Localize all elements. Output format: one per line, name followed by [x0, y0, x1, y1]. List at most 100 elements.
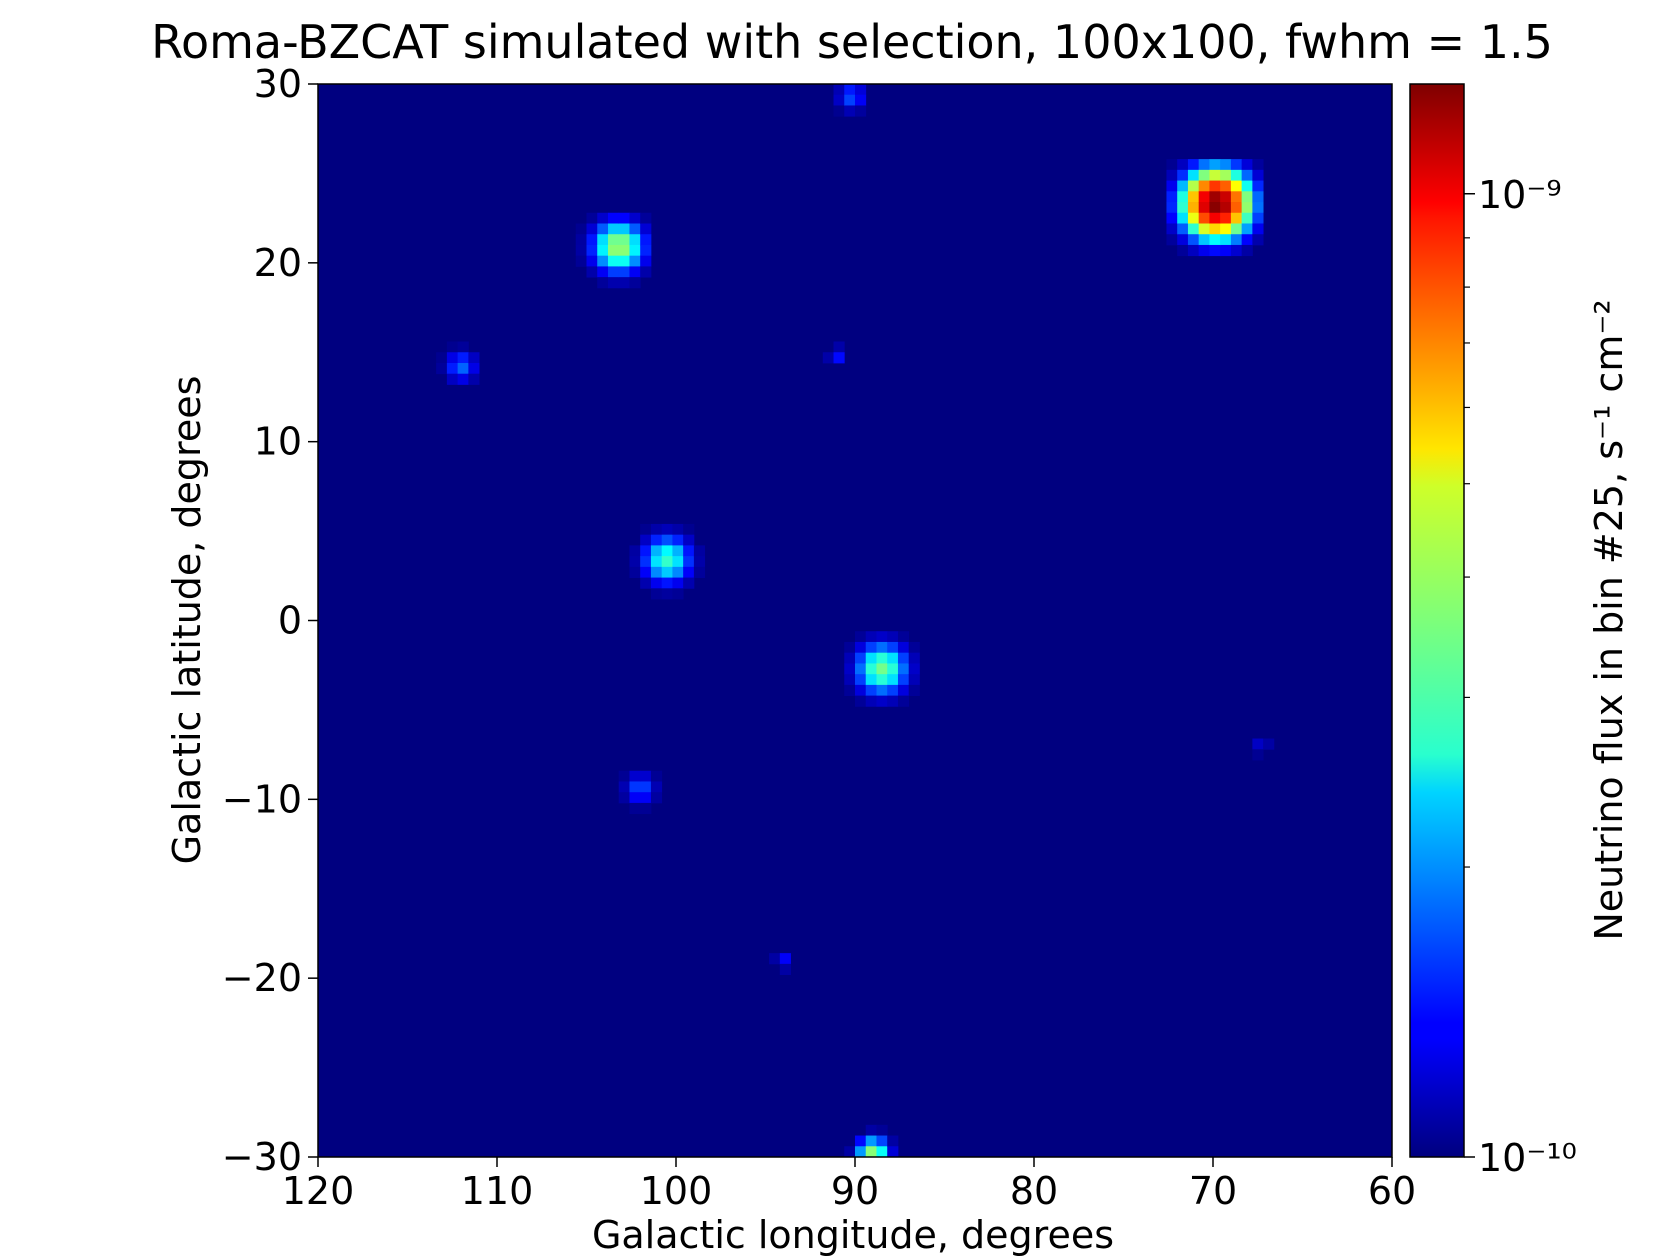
heatmap-cell — [855, 94, 867, 106]
heatmap-cell — [650, 566, 663, 578]
heatmap-cell — [1177, 202, 1189, 214]
heatmap-cell — [897, 684, 910, 697]
heatmap-cell — [844, 84, 856, 96]
heatmap-cell — [1230, 169, 1243, 181]
heatmap-cell — [607, 244, 620, 257]
heatmap-cell — [693, 566, 706, 578]
heatmap-cell — [844, 1146, 856, 1158]
heatmap-cell — [897, 695, 910, 707]
heatmap-cell — [607, 277, 620, 289]
heatmap-cell — [822, 352, 834, 364]
heatmap-cell — [1166, 180, 1178, 192]
heatmap-cell — [1241, 169, 1253, 181]
source-7 — [618, 770, 663, 815]
heatmap-cell — [1198, 212, 1210, 224]
heatmap-cell — [586, 212, 598, 224]
heatmap-cell — [844, 94, 856, 106]
heatmap-cell — [457, 373, 469, 385]
source-2 — [575, 212, 652, 289]
heatmap-cell — [887, 652, 899, 664]
colorbar-label: Neutrino flux in bin #25, s⁻¹ cm⁻² — [1587, 299, 1631, 940]
heatmap-cell — [779, 953, 791, 965]
heatmap-cell — [1230, 234, 1243, 246]
heatmap-cell — [436, 352, 448, 364]
heatmap-cell — [1252, 749, 1264, 761]
heatmap-cell — [1252, 738, 1264, 750]
heatmap-cell — [1252, 223, 1264, 235]
heatmap-cell — [586, 255, 598, 267]
heatmap-cell — [1252, 212, 1264, 224]
heatmap-cell — [1230, 159, 1243, 171]
heatmap-cell — [650, 770, 663, 782]
heatmap-cell — [672, 545, 684, 557]
heatmap-cell — [661, 588, 673, 600]
heatmap-cell — [618, 781, 630, 793]
heatmap-cell — [908, 641, 920, 654]
heatmap-cell — [1209, 191, 1221, 203]
heatmap-cell — [618, 234, 630, 246]
heatmap-cell — [640, 266, 652, 278]
heatmap-cell — [1166, 223, 1178, 235]
heatmap-cell — [1187, 223, 1200, 235]
heatmap-cell — [1166, 191, 1178, 203]
heatmap-cell — [887, 684, 899, 697]
heatmap-cell — [597, 277, 609, 289]
x-tick-label: 70 — [1189, 1169, 1237, 1213]
heatmap-cell — [887, 641, 899, 654]
heatmap-cell — [1220, 223, 1232, 235]
y-tick-label: −10 — [222, 777, 302, 821]
heatmap-cell — [1198, 191, 1210, 203]
heatmap-cell — [876, 695, 888, 707]
heatmap-cell — [640, 545, 652, 557]
source-5 — [844, 1124, 899, 1158]
heatmap-cell — [1177, 244, 1189, 257]
x-tick-label: 110 — [461, 1169, 534, 1213]
heatmap-cell — [855, 1135, 867, 1147]
heatmap-cell — [629, 223, 641, 235]
heatmap-cell — [640, 781, 652, 793]
heatmap-cell — [887, 674, 899, 686]
heatmap-cell — [650, 588, 663, 600]
heatmap-cell — [618, 770, 630, 782]
heatmap-cell — [468, 352, 480, 364]
heatmap-cell — [897, 652, 910, 664]
heatmap-background — [318, 84, 1392, 1157]
heatmap-cell — [618, 792, 630, 804]
heatmap-cell — [436, 362, 448, 375]
heatmap-cell — [650, 545, 663, 557]
heatmap-cell — [1166, 212, 1178, 224]
heatmap-cell — [629, 781, 641, 793]
heatmap-cell — [446, 362, 459, 375]
heatmap-cell — [650, 577, 663, 589]
heatmap-cell — [672, 588, 684, 600]
heatmap-cell — [683, 545, 695, 557]
heatmap-cell — [1209, 159, 1221, 171]
heatmap-cell — [672, 523, 684, 536]
heatmap-cell — [1230, 202, 1243, 214]
heatmap-cell — [446, 341, 459, 353]
heatmap-cell — [833, 352, 845, 364]
heatmap-cell — [855, 663, 867, 675]
y-tick-label: 10 — [254, 420, 302, 464]
heatmap-cell — [683, 566, 695, 578]
heatmap-cell — [1263, 738, 1275, 750]
heatmap-cell — [876, 1124, 888, 1136]
heatmap-cell — [618, 212, 630, 224]
heatmap-cell — [693, 545, 706, 557]
heatmap-cell — [1198, 234, 1210, 246]
heatmap-cell — [844, 641, 856, 654]
heatmap-cell — [1187, 180, 1200, 192]
heatmap-cell — [1241, 212, 1253, 224]
x-tick-label: 120 — [282, 1169, 355, 1213]
heatmap-cell — [1209, 202, 1221, 214]
heatmap-cell — [1209, 234, 1221, 246]
heatmap-cell — [597, 223, 609, 235]
heatmap-cell — [618, 255, 630, 267]
source-1 — [1166, 159, 1264, 257]
heatmap-cell — [640, 802, 652, 815]
heatmap-cell — [575, 244, 587, 257]
colorbar-axis: 10⁻⁹ 10⁻¹⁰ — [1464, 173, 1577, 1180]
heatmap-cell — [865, 631, 877, 643]
colorbar-tick-label: 10⁻⁹ — [1478, 173, 1562, 217]
heatmap-cell — [1177, 191, 1189, 203]
